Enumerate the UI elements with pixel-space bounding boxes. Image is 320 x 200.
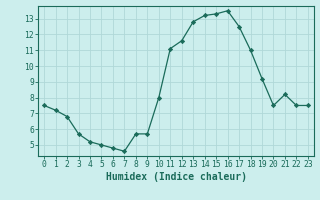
X-axis label: Humidex (Indice chaleur): Humidex (Indice chaleur) [106, 172, 246, 182]
